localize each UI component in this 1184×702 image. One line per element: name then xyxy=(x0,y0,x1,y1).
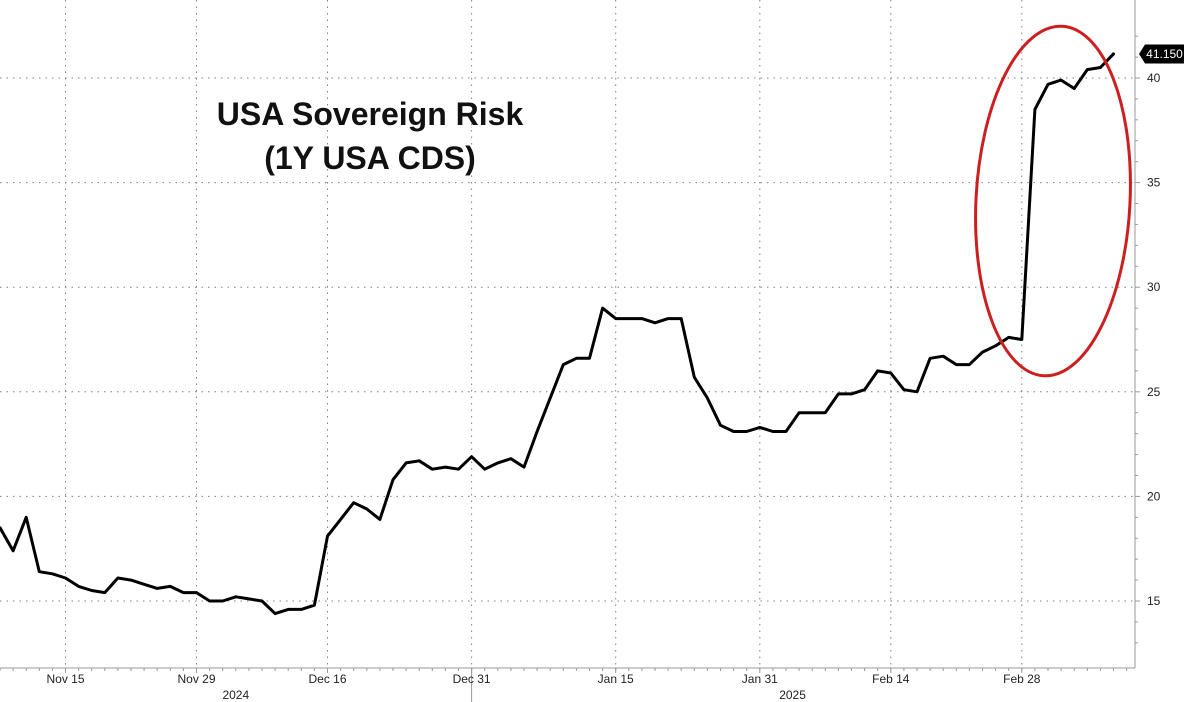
x-tick-label: Nov 29 xyxy=(177,672,215,686)
last-value-tag: 41.150 xyxy=(1139,44,1184,64)
x-tick-label: Feb 14 xyxy=(872,672,910,686)
x-tick-label: Feb 28 xyxy=(1003,672,1041,686)
x-tick-label: Jan 31 xyxy=(742,672,778,686)
y-tick-label: 20 xyxy=(1147,489,1161,503)
x-tick-label: Dec 31 xyxy=(453,672,491,686)
last-value-tag-shape xyxy=(1139,44,1184,64)
chart-subtitle: (1Y USA CDS) xyxy=(264,140,476,176)
year-label: 2024 xyxy=(222,688,249,702)
y-tick-label: 30 xyxy=(1147,280,1161,294)
x-tick-label: Jan 15 xyxy=(598,672,634,686)
axes xyxy=(0,0,1140,702)
highlight-ellipse xyxy=(974,24,1132,378)
cds-series-line xyxy=(0,52,1115,616)
y-tick-label: 35 xyxy=(1147,176,1161,190)
gridlines xyxy=(0,0,1135,668)
y-tick-label: 40 xyxy=(1147,71,1161,85)
x-tick-label: Nov 15 xyxy=(46,672,84,686)
y-tick-label: 15 xyxy=(1147,594,1161,608)
x-tick-label: Dec 16 xyxy=(308,672,346,686)
last-value-label: 41.150 xyxy=(1146,47,1183,61)
chart-title: USA Sovereign Risk xyxy=(217,96,524,132)
year-label: 2025 xyxy=(779,688,806,702)
y-tick-label: 25 xyxy=(1147,385,1161,399)
